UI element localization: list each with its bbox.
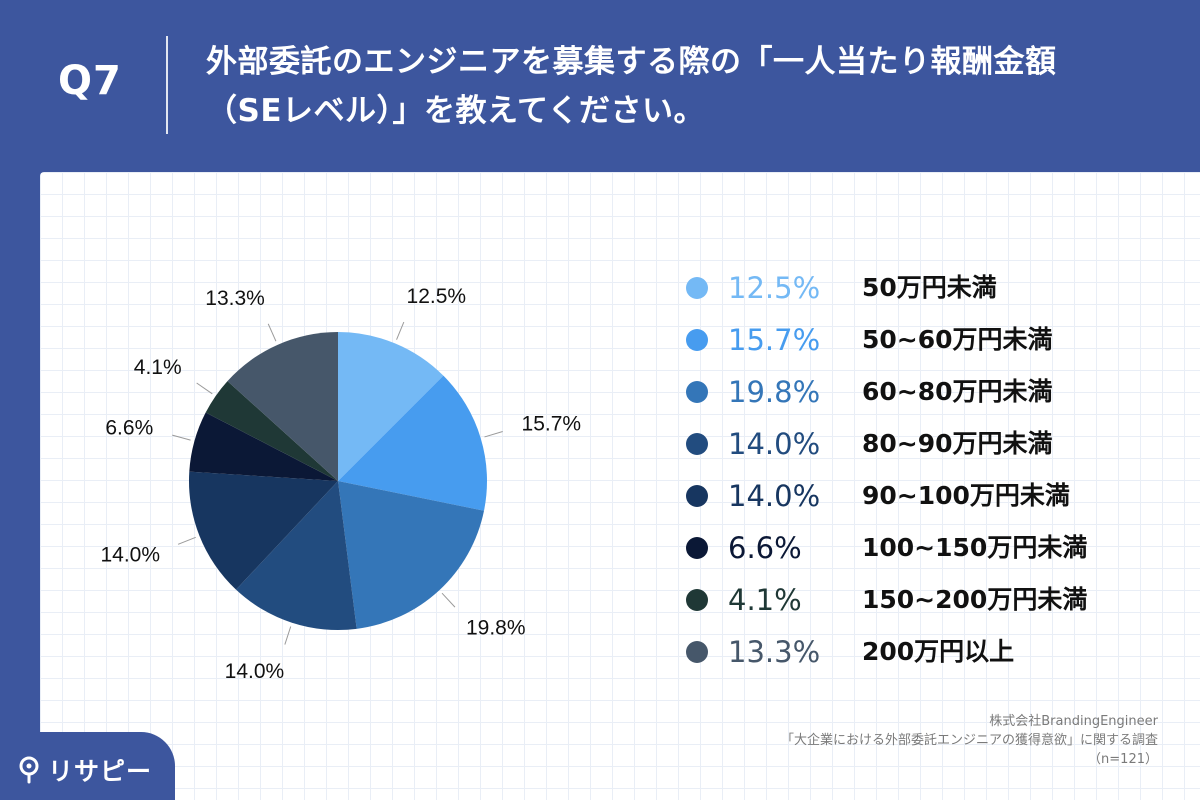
- brand-logo: リサピー: [0, 732, 175, 800]
- legend-label: 150~200万円未満: [862, 585, 1088, 614]
- legend-swatch: [686, 277, 708, 299]
- legend-label: 80~90万円未満: [862, 429, 1053, 458]
- pie-slice-6: [189, 412, 338, 481]
- legend-swatch: [686, 537, 708, 559]
- pie-leader-line-8: [267, 323, 277, 342]
- legend-percent: 19.8%: [728, 375, 821, 409]
- pie-slice-2: [338, 375, 488, 511]
- legend-label: 60~80万円未満: [862, 377, 1053, 406]
- legend-percent: 13.3%: [728, 635, 821, 669]
- legend-percent: 4.1%: [728, 583, 802, 617]
- source-note: 株式会社BrandingEngineer 「大企業における外部委託エンジニアの獲…: [518, 712, 1158, 769]
- pie-leader-line-3: [441, 592, 456, 608]
- legend-swatch: [686, 589, 708, 611]
- pie-slice-7: [205, 381, 338, 481]
- legend-swatch: [686, 329, 708, 351]
- legend-item: 12.5% 50万円未満: [686, 268, 1156, 320]
- pie-data-label-8: 13.3%: [205, 287, 265, 310]
- legend-swatch: [686, 485, 708, 507]
- pie-data-label-1: 12.5%: [407, 285, 467, 308]
- legend-percent: 6.6%: [728, 531, 802, 565]
- pie-data-label-2: 15.7%: [522, 412, 582, 435]
- legend-percent: 14.0%: [728, 427, 821, 461]
- pie-slice-8: [227, 332, 338, 481]
- legend-label: 50~60万円未満: [862, 325, 1053, 354]
- legend-item: 14.0% 90~100万円未満: [686, 476, 1156, 528]
- legend-percent: 14.0%: [728, 479, 821, 513]
- question-title-line-2: （SEレベル）」を教えてください。: [206, 93, 706, 129]
- pie-leader-line-2: [484, 430, 503, 438]
- pie-leader-line-5: [177, 536, 196, 545]
- legend-item: 19.8% 60~80万円未満: [686, 372, 1156, 424]
- legend-item: 15.7% 50~60万円未満: [686, 320, 1156, 372]
- header: Q7 外部委託のエンジニアを募集する際の「一人当たり報酬金額 （SEレベル）」を…: [0, 0, 1200, 170]
- header-divider: [166, 36, 168, 134]
- pie-data-label-5: 14.0%: [100, 544, 160, 567]
- brand-name: リサピー: [48, 757, 153, 786]
- legend-percent: 12.5%: [728, 271, 821, 305]
- pie-leader-line-1: [396, 321, 405, 340]
- source-sample: （n=121）: [1088, 752, 1158, 767]
- pie-slice-3: [338, 481, 484, 629]
- pie-data-label-7: 4.1%: [134, 356, 182, 379]
- legend-label: 50万円未満: [862, 273, 997, 302]
- legend-label: 100~150万円未満: [862, 533, 1088, 562]
- source-company: 株式会社BrandingEngineer: [989, 714, 1158, 729]
- question-number: Q7: [58, 58, 122, 104]
- legend-percent: 15.7%: [728, 323, 821, 357]
- pie-slice-5: [188, 471, 338, 590]
- map-pin-icon: [19, 756, 39, 784]
- pie-data-label-6: 6.6%: [105, 417, 153, 440]
- pie-slice-1: [338, 332, 444, 481]
- pie-leader-line-6: [172, 434, 191, 441]
- legend-label: 90~100万円未満: [862, 481, 1070, 510]
- legend-item: 6.6% 100~150万円未満: [686, 528, 1156, 580]
- legend-item: 4.1% 150~200万円未満: [686, 580, 1156, 632]
- pie-leader-line-7: [196, 382, 213, 395]
- question-title-line-1: 外部委託のエンジニアを募集する際の「一人当たり報酬金額: [206, 44, 1057, 80]
- pie-data-label-3: 19.8%: [466, 617, 526, 640]
- legend-swatch: [686, 641, 708, 663]
- source-survey: 「大企業における外部委託エンジニアの獲得意欲」に関する調査: [780, 733, 1158, 748]
- pie-leader-line-4: [284, 626, 292, 645]
- legend-item: 14.0% 80~90万円未満: [686, 424, 1156, 476]
- legend-swatch: [686, 433, 708, 455]
- legend-swatch: [686, 381, 708, 403]
- question-title: 外部委託のエンジニアを募集する際の「一人当たり報酬金額 （SEレベル）」を教えて…: [206, 38, 1176, 136]
- pie-slice-4: [236, 481, 357, 631]
- legend-item: 13.3% 200万円以上: [686, 632, 1156, 684]
- legend-label: 200万円以上: [862, 637, 1015, 666]
- chart-legend: 12.5% 50万円未満 15.7% 50~60万円未満 19.8% 60~80万円未満 1…: [686, 268, 1156, 684]
- pie-data-label-4: 14.0%: [225, 660, 285, 683]
